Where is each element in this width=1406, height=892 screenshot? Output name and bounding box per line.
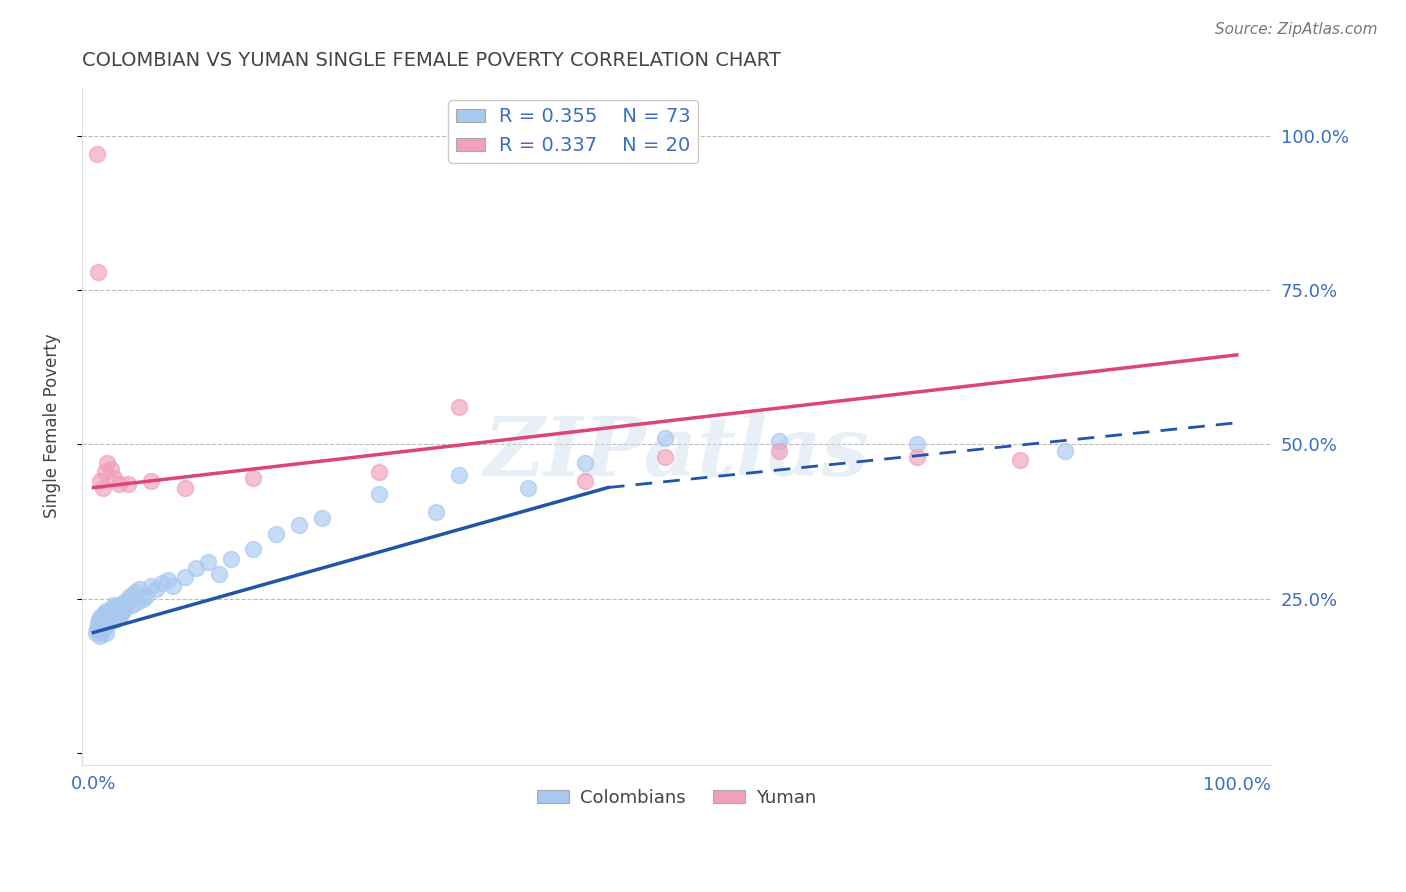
Point (242, 542, 264, 557)
Point (89, 629, 111, 643)
Point (84, 625, 107, 640)
Text: COLOMBIAN VS YUMAN SINGLE FEMALE POVERTY CORRELATION CHART: COLOMBIAN VS YUMAN SINGLE FEMALE POVERTY… (82, 51, 780, 70)
Point (654, 431, 676, 445)
Point (86, 623, 108, 637)
Point (110, 607, 132, 621)
Point (108, 598, 131, 612)
Point (125, 595, 148, 609)
Point (156, 573, 179, 587)
Point (105, 600, 128, 615)
Text: Source: ZipAtlas.com: Source: ZipAtlas.com (1215, 22, 1378, 37)
Point (98, 616, 121, 631)
Point (91, 613, 114, 627)
Point (94, 610, 117, 624)
Point (425, 505, 447, 519)
Point (311, 511, 333, 525)
Point (105, 607, 128, 621)
Point (121, 598, 143, 612)
Point (87, 616, 110, 631)
Point (103, 471, 125, 485)
Point (449, 468, 471, 483)
Point (100, 604, 122, 618)
Point (117, 477, 139, 491)
Point (94, 613, 117, 627)
Point (288, 517, 311, 532)
Point (145, 582, 167, 597)
Point (173, 481, 195, 495)
Point (103, 610, 125, 624)
Point (150, 576, 173, 591)
Point (242, 471, 264, 485)
Point (574, 456, 596, 470)
Point (105, 604, 128, 618)
Point (516, 481, 538, 495)
Point (100, 462, 122, 476)
Point (1054, 443, 1077, 458)
Point (96, 456, 118, 470)
Point (87, 613, 110, 627)
Text: 100.0%: 100.0% (1204, 776, 1271, 794)
Point (91, 481, 114, 495)
Point (654, 450, 676, 464)
Point (100, 613, 122, 627)
Point (87, 619, 110, 633)
Point (135, 589, 157, 603)
Point (131, 591, 153, 606)
Legend: Colombians, Yuman: Colombians, Yuman (530, 781, 824, 814)
Point (91, 616, 114, 631)
Point (107, 477, 129, 491)
Point (368, 465, 391, 479)
Point (112, 595, 135, 609)
Point (107, 610, 129, 624)
Point (449, 401, 471, 415)
Point (905, 450, 928, 464)
Point (114, 600, 136, 615)
Point (162, 579, 184, 593)
Text: ZIPatlas: ZIPatlas (484, 413, 869, 493)
Point (101, 607, 124, 621)
Point (100, 610, 122, 624)
Point (94, 625, 117, 640)
Point (1008, 452, 1031, 467)
Point (197, 555, 219, 569)
Point (139, 579, 162, 593)
Point (112, 604, 135, 618)
Point (100, 600, 122, 615)
Point (86, 147, 108, 161)
Point (768, 443, 790, 458)
Point (89, 610, 111, 624)
Point (186, 561, 208, 575)
Point (173, 570, 195, 584)
Point (124, 585, 146, 599)
Point (98, 607, 121, 621)
Y-axis label: Single Female Poverty: Single Female Poverty (44, 334, 60, 518)
Point (111, 600, 134, 615)
Point (90, 619, 112, 633)
Point (219, 551, 242, 566)
Point (97, 610, 120, 624)
Point (87, 264, 110, 278)
Point (266, 526, 288, 541)
Point (93, 623, 115, 637)
Point (94, 465, 117, 479)
Point (128, 582, 150, 597)
Point (368, 487, 391, 501)
Point (139, 475, 162, 489)
Point (104, 613, 127, 627)
Point (117, 591, 139, 606)
Point (94, 619, 117, 633)
Point (89, 475, 111, 489)
Point (97, 613, 120, 627)
Point (208, 566, 231, 581)
Point (118, 589, 141, 603)
Point (96, 607, 118, 621)
Point (103, 598, 125, 612)
Point (768, 434, 790, 449)
Point (93, 607, 115, 621)
Point (96, 616, 118, 631)
Point (574, 475, 596, 489)
Point (905, 437, 928, 451)
Point (90, 625, 112, 640)
Point (94, 604, 117, 618)
